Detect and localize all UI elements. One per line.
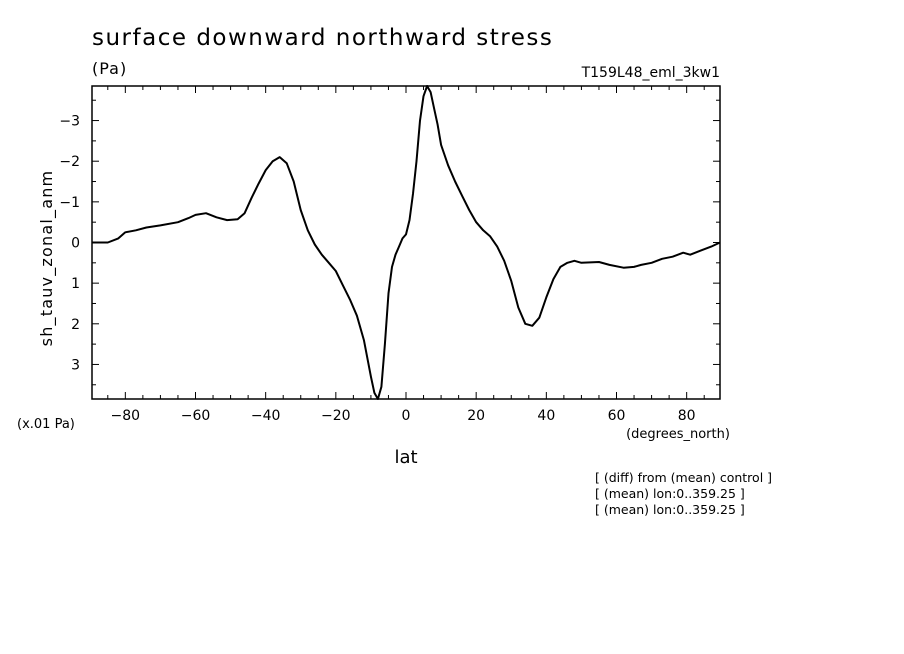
x-units-label: (degrees_north) <box>626 427 730 442</box>
y-tick-label: −2 <box>59 154 80 170</box>
y-tick-label: 1 <box>71 276 80 292</box>
axis-ticks <box>92 86 720 399</box>
x-tick-label: −40 <box>251 408 281 424</box>
y-axis-label: sh_tauv_zonal_anm <box>37 170 57 347</box>
y-scale-note: (x.01 Pa) <box>17 417 75 432</box>
x-tick-label: 40 <box>537 408 555 424</box>
y-tick-labels: −3 −2 −1 0 1 2 3 <box>59 114 80 374</box>
x-tick-label: −80 <box>111 408 141 424</box>
run-label: T159L48_eml_3kw1 <box>581 65 720 81</box>
x-tick-labels: −80 −60 −40 −20 0 20 40 60 80 <box>111 408 696 424</box>
units-label: (Pa) <box>92 59 127 78</box>
y-tick-label: 0 <box>71 236 80 252</box>
x-tick-label: −20 <box>321 408 351 424</box>
note-line-3: [ (mean) lon:0..359.25 ] <box>595 502 745 517</box>
x-axis-label: lat <box>394 447 417 468</box>
y-tick-label: 2 <box>71 317 80 333</box>
y-tick-label: −1 <box>59 195 80 211</box>
series-line <box>92 85 721 400</box>
x-tick-label: 60 <box>608 408 626 424</box>
chart-title: surface downward northward stress <box>92 25 553 51</box>
note-line-2: [ (mean) lon:0..359.25 ] <box>595 486 745 501</box>
x-tick-label: 0 <box>402 408 411 424</box>
plot-frame <box>91 85 721 400</box>
x-tick-label: 80 <box>678 408 696 424</box>
y-tick-label: −3 <box>59 114 80 130</box>
x-tick-label: 20 <box>467 408 485 424</box>
x-tick-label: −60 <box>181 408 211 424</box>
note-line-1: [ (diff) from (mean) control ] <box>595 470 772 485</box>
y-tick-label: 3 <box>71 357 80 373</box>
